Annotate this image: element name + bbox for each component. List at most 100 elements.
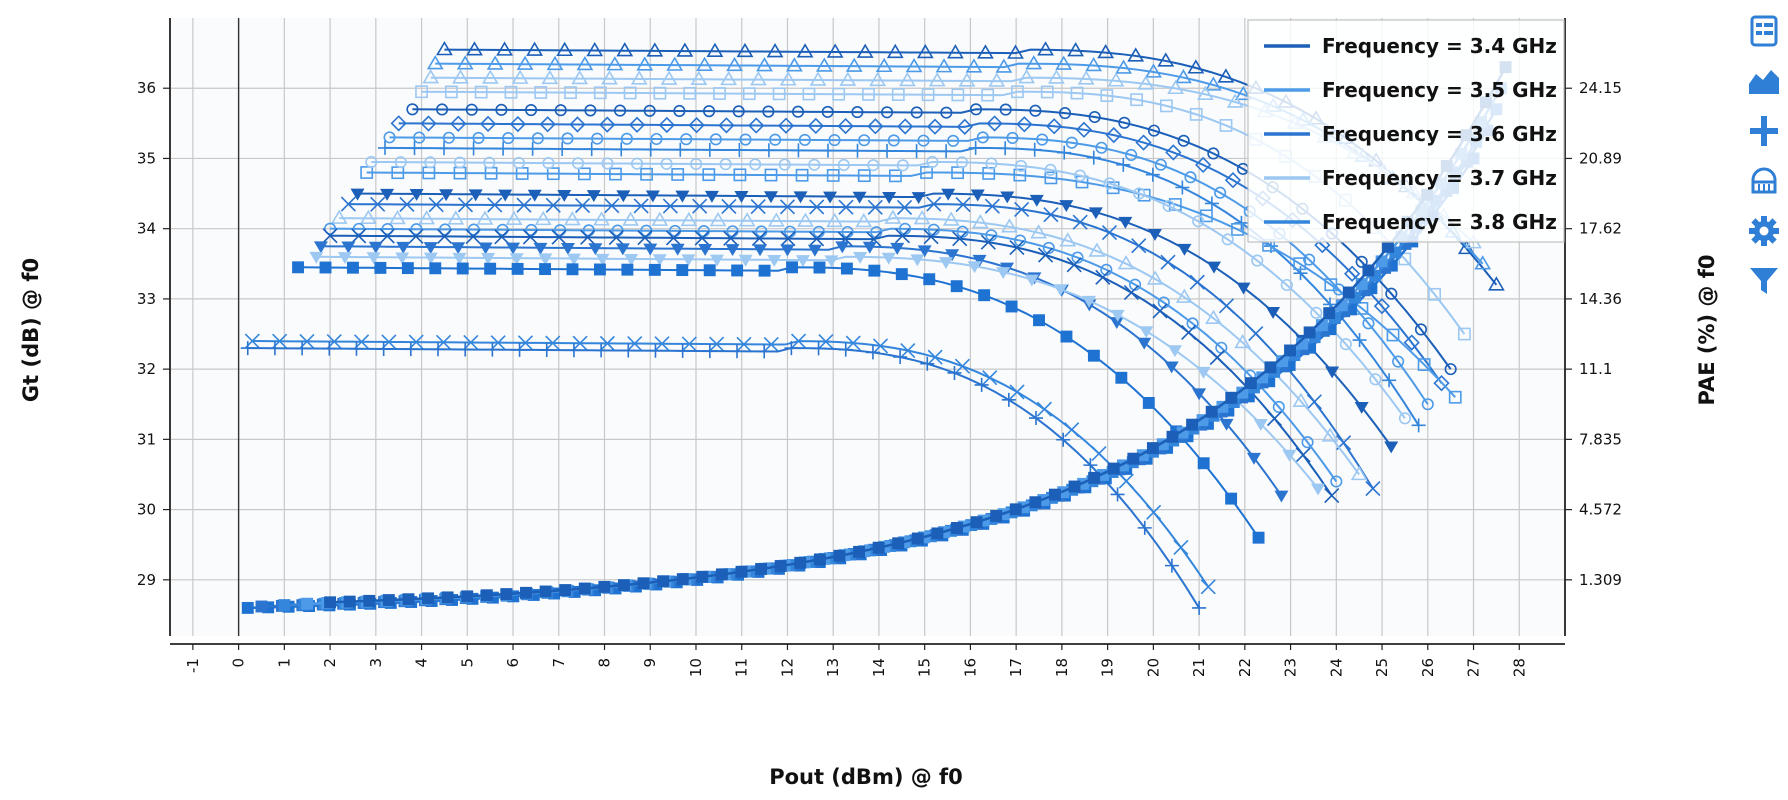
data-point <box>1205 309 1222 324</box>
data-point <box>797 212 814 227</box>
data-point <box>1005 300 1018 313</box>
data-point <box>324 596 337 609</box>
filter-button[interactable] <box>1747 264 1781 298</box>
data-point <box>884 209 902 224</box>
data-point <box>951 88 965 102</box>
data-point <box>604 198 620 214</box>
data-point <box>852 191 867 204</box>
data-point <box>845 57 863 72</box>
data-point <box>1350 465 1368 481</box>
x-tick-label: 5 <box>458 658 476 668</box>
data-point <box>413 131 426 144</box>
data-point <box>1216 400 1229 413</box>
data-point <box>967 261 982 274</box>
data-point <box>690 70 708 86</box>
data-point <box>1043 207 1059 223</box>
data-point <box>465 229 481 245</box>
data-point <box>486 55 504 70</box>
data-point <box>1428 287 1441 301</box>
data-point <box>738 212 756 227</box>
data-point <box>696 56 714 71</box>
data-point <box>675 190 690 203</box>
data-point <box>1186 418 1199 431</box>
x-tick-label: 28 <box>1510 658 1528 677</box>
data-point <box>838 199 854 215</box>
x-tick-label: 21 <box>1190 658 1208 677</box>
reset-zoom-button[interactable] <box>1747 164 1781 198</box>
data-point <box>853 545 865 558</box>
data-point <box>1085 56 1103 72</box>
legend-item[interactable]: Frequency = 3.4 GHz <box>1264 34 1557 58</box>
data-point <box>1303 326 1316 339</box>
data-point <box>637 577 650 590</box>
legend-toggle-button[interactable] <box>1747 14 1781 48</box>
data-point <box>710 254 725 267</box>
data-point <box>1072 214 1088 230</box>
data-point <box>673 104 686 118</box>
data-point <box>954 358 971 374</box>
data-point <box>1231 223 1244 236</box>
data-point <box>1001 392 1016 407</box>
data-point <box>736 336 752 352</box>
data-point <box>240 341 255 356</box>
data-point <box>1123 285 1139 301</box>
data-point <box>826 43 844 58</box>
data-point <box>593 86 607 100</box>
legend-item[interactable]: Frequency = 3.5 GHz <box>1264 78 1557 102</box>
data-point <box>980 234 996 250</box>
y-axis-title: Gt (dB) @ f0 <box>19 258 43 402</box>
data-point <box>380 188 395 201</box>
data-point <box>563 211 581 226</box>
data-point <box>1303 253 1316 266</box>
data-point <box>793 191 808 204</box>
data-point <box>1097 44 1115 59</box>
data-point <box>666 56 684 71</box>
settings-button[interactable] <box>1747 214 1781 248</box>
data-point <box>921 88 935 102</box>
legend[interactable]: Frequency = 3.4 GHz Frequency = 3.5 GHz Fr… <box>1247 19 1565 243</box>
crosshair-button[interactable] <box>1747 114 1781 148</box>
data-point <box>1256 371 1269 384</box>
data-point <box>951 166 965 180</box>
data-point <box>431 342 446 357</box>
data-point <box>1175 288 1193 303</box>
data-point <box>520 586 532 599</box>
crosshair-plus-icon <box>1750 116 1778 146</box>
data-point <box>1234 85 1252 101</box>
data-point <box>436 41 453 56</box>
data-point <box>706 42 724 57</box>
data-point <box>986 115 1003 132</box>
data-point <box>971 214 989 229</box>
data-point <box>415 85 428 99</box>
data-point <box>435 334 452 350</box>
gain-curve-5 <box>406 103 1457 376</box>
data-point <box>750 199 766 215</box>
data-point <box>509 115 526 133</box>
data-point <box>453 156 466 169</box>
data-point <box>1403 334 1420 351</box>
data-point <box>795 168 809 182</box>
x-tick-label: 4 <box>413 658 431 668</box>
area-chart-button[interactable] <box>1747 64 1781 98</box>
legend-item[interactable]: Frequency = 3.6 GHz <box>1264 122 1557 146</box>
x-tick-label: 13 <box>824 658 842 677</box>
data-point <box>569 116 586 133</box>
data-point <box>1293 266 1308 281</box>
data-point <box>1251 254 1264 267</box>
data-point <box>658 116 675 134</box>
data-point <box>1146 270 1164 285</box>
data-point <box>598 580 611 593</box>
data-point <box>1234 333 1252 349</box>
data-point <box>1115 59 1132 74</box>
data-point <box>496 41 513 56</box>
legend-item[interactable]: Frequency = 3.8 GHz <box>1264 210 1557 234</box>
data-point <box>1037 41 1054 56</box>
data-point <box>1339 338 1352 351</box>
data-point <box>931 527 944 540</box>
data-point <box>935 58 953 73</box>
data-point <box>1071 251 1084 264</box>
legend-item[interactable]: Frequency = 3.7 GHz <box>1264 166 1557 190</box>
data-point <box>927 349 943 365</box>
data-point <box>379 228 395 244</box>
data-point <box>657 575 670 588</box>
